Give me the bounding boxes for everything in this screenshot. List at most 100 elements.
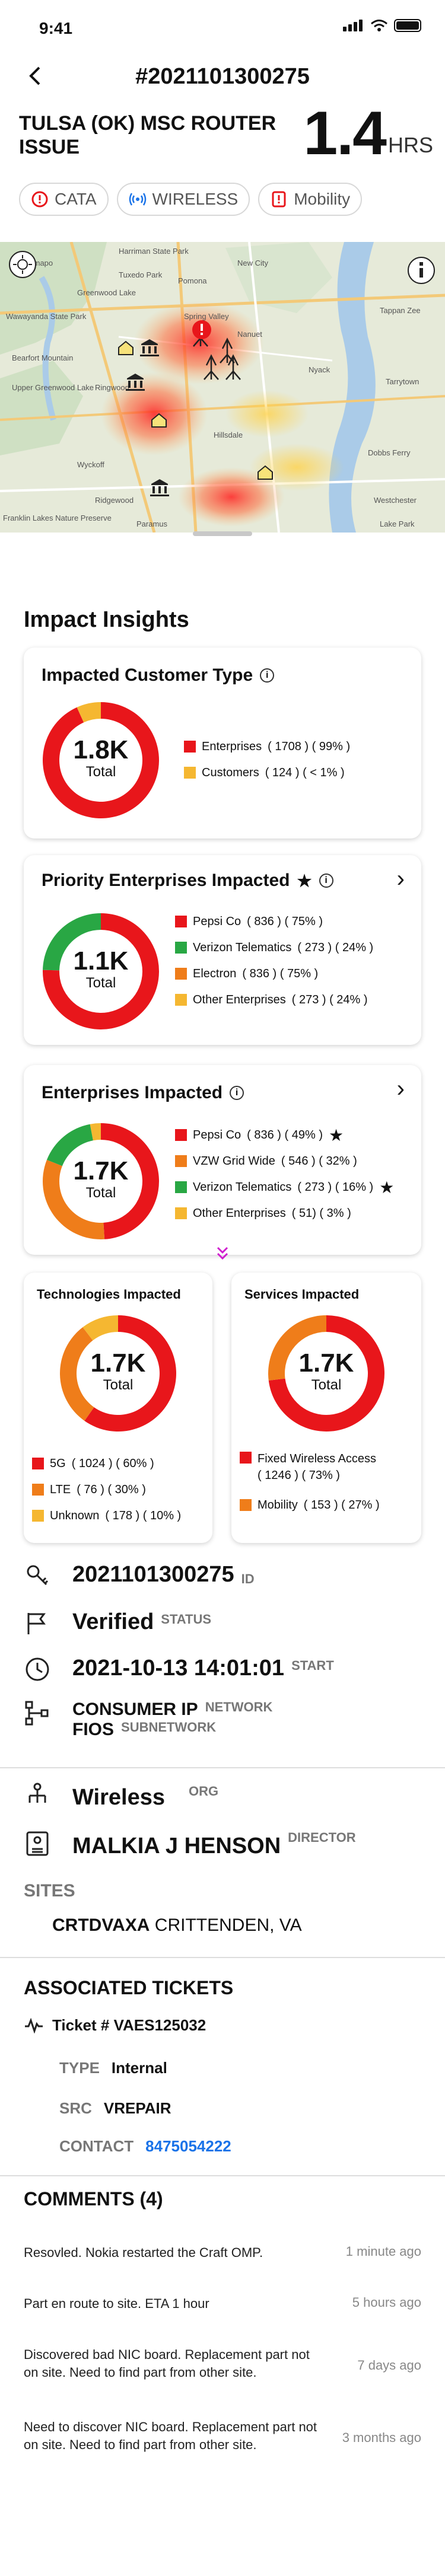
- services-card: Services Impacted 1.7K Total Fixed Wirel…: [231, 1273, 421, 1543]
- donut-center: 1.7K Total: [42, 1158, 160, 1201]
- home-marker-icon[interactable]: [258, 465, 273, 480]
- services-legend: Fixed Wireless Access ( 1246 ) ( 73% ) Mo…: [240, 1450, 412, 1518]
- status-time: 9:41: [39, 19, 73, 37]
- comment-item: Part en route to site. ETA 1 hour 5 hour…: [24, 2295, 421, 2313]
- building-marker-icon[interactable]: [150, 479, 169, 496]
- technologies-card: Technologies Impacted 1.7K Total 5G ( 102…: [24, 1273, 212, 1543]
- ticket-src-row: SRC VREPAIR: [59, 2099, 171, 2118]
- legend-label: Mobility: [258, 1498, 298, 1512]
- map-recenter-icon[interactable]: [9, 251, 36, 278]
- tag-cata[interactable]: CATA: [19, 183, 109, 216]
- home-marker-icon[interactable]: [118, 340, 134, 355]
- comment-text: Discovered bad NIC board. Replacement pa…: [24, 2347, 310, 2380]
- building-marker-icon[interactable]: [140, 339, 159, 356]
- status-icons: [343, 19, 421, 32]
- legend-label: Customers: [202, 766, 259, 779]
- legend-label: Fixed Wireless Access: [258, 1452, 377, 1465]
- network-icon: [25, 1701, 49, 1726]
- donut-total-label: Total: [103, 1377, 134, 1393]
- tower-marker-icon[interactable]: [204, 354, 219, 380]
- enterprises-impacted-card[interactable]: Enterprises Impacted i › 1.7K Total Peps…: [24, 1065, 421, 1255]
- building-marker-icon[interactable]: [126, 374, 145, 391]
- contact-label: CONTACT: [59, 2137, 134, 2155]
- comment-age: 7 days ago: [357, 2358, 421, 2373]
- donut-segment: [101, 1123, 160, 1239]
- map-label: Tappan Zee: [380, 306, 421, 315]
- map-label: New City: [237, 259, 269, 267]
- director-label: DIRECTOR: [288, 1830, 356, 1845]
- legend-label: Unknown: [50, 1509, 100, 1522]
- legend-swatch: [32, 1510, 44, 1522]
- star-icon: ★: [379, 1178, 395, 1197]
- priority-donut: [42, 913, 159, 1029]
- network-line: CONSUMER IP NETWORK: [72, 1700, 272, 1720]
- chevron-right-icon[interactable]: ›: [396, 866, 405, 892]
- priority-title: Priority Enterprises Impacted ★ i: [42, 871, 333, 891]
- donut-segment: [84, 1315, 176, 1432]
- map-label: Wawayanda State Park: [6, 312, 87, 321]
- comments-heading: COMMENTS (4): [24, 2188, 163, 2210]
- id-badge-icon: [26, 1831, 49, 1856]
- info-icon[interactable]: i: [319, 873, 333, 888]
- sheet-grab-handle[interactable]: [193, 531, 252, 536]
- ticket-contact-row: CONTACT 8475054222: [59, 2137, 231, 2156]
- map-label: Hillsdale: [214, 431, 243, 439]
- legend-item: Other Enterprises ( 273 ) ( 24% ): [175, 987, 373, 1013]
- legend-detail: ( 1708 ) ( 99% ): [268, 739, 351, 753]
- incident-map[interactable]: Ramapo Wawayanda State Park Bearfort Mou…: [0, 242, 445, 533]
- legend-label: Verizon Telematics: [193, 941, 292, 954]
- legend-detail: ( 1024 ) ( 60% ): [71, 1456, 154, 1470]
- id-label: ID: [241, 1571, 255, 1586]
- legend-swatch: [175, 1155, 187, 1167]
- expand-more-icon[interactable]: [215, 1245, 230, 1263]
- legend-item: Fixed Wireless Access ( 1246 ) ( 73% ): [240, 1450, 412, 1484]
- donut-segment: [42, 1159, 105, 1239]
- org-value: Wireless: [72, 1785, 165, 1810]
- card-title-text: Impacted Customer Type: [42, 665, 253, 685]
- donut-center: 1.7K Total: [59, 1350, 177, 1394]
- map-label: Spring Valley: [184, 312, 229, 321]
- chevron-right-icon[interactable]: ›: [396, 1076, 405, 1102]
- divider: [0, 2175, 445, 2176]
- tower-marker-icon[interactable]: [225, 354, 241, 380]
- donut-total-value: 1.1K: [73, 946, 129, 975]
- detail-org: Wireless ORG: [24, 1781, 218, 1810]
- key-icon: [27, 1565, 49, 1586]
- legend-detail: ( 153 ) ( 27% ): [303, 1498, 380, 1512]
- map-label: Ridgewood: [95, 496, 134, 505]
- map-info-icon[interactable]: [408, 257, 435, 284]
- legend-detail: ( 1246 ) ( 73% ): [258, 1469, 340, 1482]
- tag-wireless[interactable]: WIRELESS: [116, 183, 250, 216]
- home-marker-icon[interactable]: [151, 413, 167, 428]
- back-arrow-icon[interactable]: [24, 64, 47, 88]
- services-title: Services Impacted: [244, 1287, 360, 1302]
- legend-label: Enterprises: [202, 739, 262, 753]
- priority-enterprises-card[interactable]: Priority Enterprises Impacted ★ i › 1.1K…: [24, 855, 421, 1045]
- type-value: Internal: [111, 2059, 167, 2077]
- donut-segment: [268, 1315, 326, 1381]
- legend-item: Unknown ( 178 ) ( 10% ): [32, 1503, 181, 1529]
- flag-icon: [27, 1613, 46, 1634]
- legend-swatch: [240, 1499, 252, 1511]
- tower-marker-icon[interactable]: [220, 337, 235, 364]
- alert-marker-icon[interactable]: [192, 320, 211, 339]
- legend-swatch: [175, 968, 187, 980]
- tag-mobility[interactable]: Mobility: [258, 183, 363, 216]
- legend-swatch: [184, 767, 196, 779]
- associated-ticket[interactable]: Ticket # VAES125032: [24, 2016, 206, 2035]
- status-bar: 9:41: [0, 0, 445, 42]
- legend-label: 5G: [50, 1456, 66, 1470]
- site-entry[interactable]: CRTDVAXA CRITTENDEN, VA: [52, 1915, 302, 1936]
- ticket-number-title: #2021101300275: [135, 64, 310, 89]
- contact-phone-link[interactable]: 8475054222: [145, 2137, 231, 2155]
- legend-swatch: [175, 1181, 187, 1193]
- status-label: STATUS: [161, 1612, 212, 1627]
- map-label: Upper Greenwood Lake: [12, 383, 94, 392]
- legend-item: Customers ( 124 ) ( < 1% ): [184, 760, 350, 786]
- legend-detail: ( 836 ) ( 75% ): [242, 967, 319, 980]
- info-icon[interactable]: i: [230, 1086, 244, 1100]
- comment-item: Need to discover NIC board. Replacement …: [24, 2418, 421, 2454]
- info-icon[interactable]: i: [260, 668, 275, 683]
- technologies-donut: [60, 1315, 176, 1432]
- map-label: Harriman State Park: [119, 247, 189, 256]
